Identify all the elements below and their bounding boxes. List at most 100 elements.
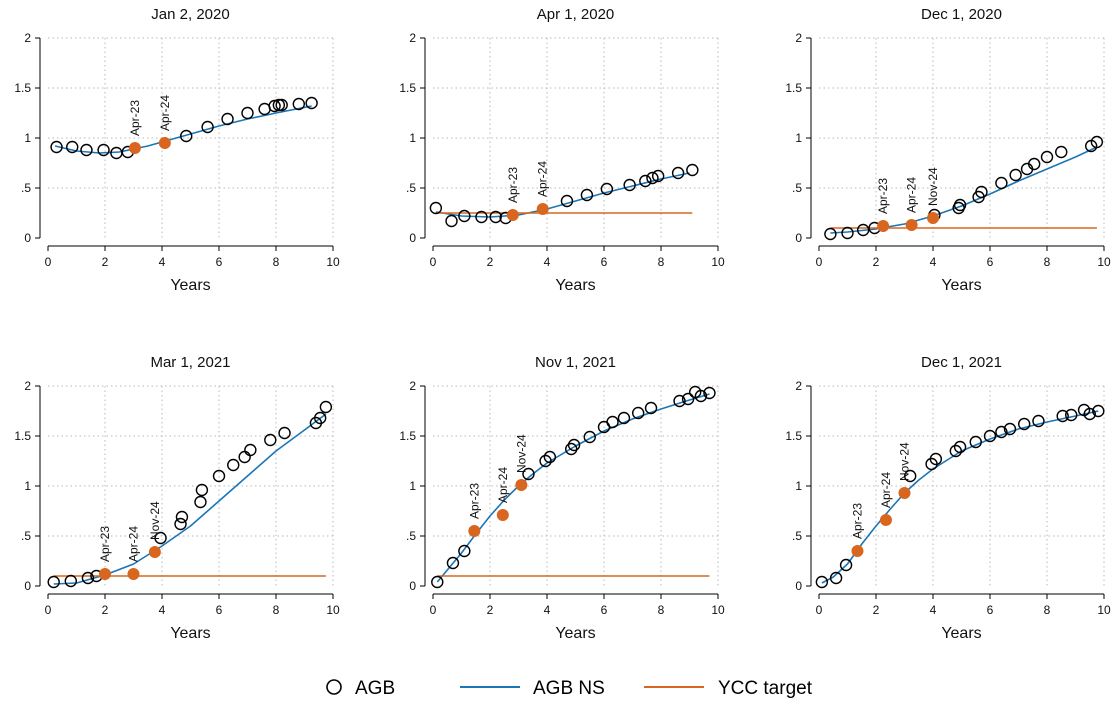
agb-point <box>238 450 251 464</box>
agb-ns-line <box>435 172 690 218</box>
agb-point <box>539 454 552 468</box>
panel-3: Dec 1, 2020 0 .5 1 1.5 2 0 2 4 6 8 10 Years Apr-23 Apr… <box>785 6 1111 294</box>
x-tick-label: 4 <box>159 255 166 269</box>
agb-point <box>1092 404 1105 418</box>
agb-point <box>64 574 78 588</box>
panel-title: Mar 1, 2021 <box>150 354 230 371</box>
agb-point <box>606 415 619 429</box>
agb-point <box>543 450 557 464</box>
y-tick-label: 0 <box>24 579 31 593</box>
ycc-dot <box>515 479 528 491</box>
x-tick-label: 2 <box>102 603 109 617</box>
agb-point <box>227 458 240 472</box>
agb-point <box>201 120 214 134</box>
x-tick-label: 10 <box>711 603 725 617</box>
annotation-label: Apr-23 <box>128 100 142 136</box>
ycc-dot <box>496 509 509 521</box>
agb-point <box>995 425 1008 439</box>
ycc-dot <box>536 203 549 215</box>
annotation-label: Apr-23 <box>876 178 890 214</box>
ycc-dot <box>898 487 911 499</box>
agb-point <box>681 392 695 406</box>
legend-agb-label: AGB <box>355 678 395 699</box>
annotation-label: Apr-23 <box>506 167 520 203</box>
x-axis-label: Years <box>555 277 595 294</box>
agb-point <box>180 129 193 143</box>
agb-point <box>174 517 187 531</box>
y-tick-label: 0 <box>409 579 416 593</box>
agb-point <box>522 467 535 481</box>
agb-point <box>565 442 578 456</box>
agb-point <box>983 429 997 443</box>
agb-point <box>221 112 234 126</box>
ycc-dot <box>927 212 939 224</box>
agb-point <box>975 185 988 199</box>
agb-point <box>305 96 318 110</box>
agb-point <box>815 575 829 589</box>
y-tick-label: 1.5 <box>14 429 31 443</box>
agb-point <box>904 469 917 483</box>
agb-point <box>97 143 110 157</box>
x-axis-label: Years <box>555 625 595 642</box>
x-tick-label: 8 <box>658 603 665 617</box>
agb-point <box>1055 145 1068 159</box>
agb-point <box>639 174 652 188</box>
x-tick-label: 8 <box>1044 603 1051 617</box>
agb-point <box>1017 417 1031 431</box>
y-tick-label: 1 <box>795 131 802 145</box>
y-tick-label: 2 <box>795 31 802 45</box>
ycc-dot <box>877 220 890 232</box>
panel-1: Jan 2, 2020 0 .5 1 1.5 2 0 2 4 6 8 10 Years Apr-23 Apr… <box>14 6 340 294</box>
agb-point <box>1090 135 1104 149</box>
legend-ycc-label: YCC target <box>718 678 813 699</box>
y-tick-label: 2 <box>24 31 31 45</box>
agb-point <box>458 544 471 558</box>
ycc-dot <box>158 137 171 149</box>
agb-ns-line <box>53 413 327 585</box>
agb-point <box>694 389 708 403</box>
agb-point <box>856 223 870 237</box>
x-tick-label: 4 <box>544 603 551 617</box>
agb-point <box>949 444 962 458</box>
agb-point <box>212 469 226 483</box>
agb-point <box>560 194 574 208</box>
x-tick-label: 0 <box>45 255 52 269</box>
x-tick-label: 6 <box>987 255 994 269</box>
agb-point <box>278 426 291 440</box>
panel-title: Dec 1, 2021 <box>921 354 1002 371</box>
x-tick-label: 2 <box>487 603 494 617</box>
annotation-label: Apr-24 <box>536 161 550 197</box>
y-tick-label: 1.5 <box>14 81 31 95</box>
x-tick-label: 10 <box>1097 603 1111 617</box>
agb-point <box>567 438 581 452</box>
agb-ns-line <box>54 105 312 154</box>
annotation-label: Nov-24 <box>148 501 162 540</box>
y-tick-label: 0 <box>409 231 416 245</box>
agb-point <box>651 169 665 183</box>
x-tick-label: 8 <box>1044 255 1051 269</box>
ycc-dot <box>506 209 519 221</box>
x-tick-label: 8 <box>273 603 280 617</box>
annotation-label: Apr-23 <box>98 526 112 562</box>
x-tick-label: 0 <box>816 255 823 269</box>
y-tick-label: 1.5 <box>399 429 416 443</box>
agb-point <box>673 394 686 408</box>
x-tick-label: 6 <box>601 603 608 617</box>
y-tick-label: .5 <box>406 529 416 543</box>
y-tick-label: .5 <box>406 181 416 195</box>
x-tick-label: 0 <box>816 603 823 617</box>
x-tick-label: 8 <box>658 255 665 269</box>
agb-point <box>195 483 209 497</box>
y-tick-label: 1 <box>409 131 416 145</box>
agb-point <box>600 182 614 196</box>
x-tick-label: 10 <box>1097 255 1111 269</box>
y-tick-label: 1 <box>24 131 31 145</box>
x-axis-label: Years <box>941 277 981 294</box>
annotation-label: Apr-24 <box>496 467 510 503</box>
ycc-dot <box>905 219 918 231</box>
agb-point <box>824 227 837 241</box>
x-tick-label: 0 <box>430 603 437 617</box>
x-tick-label: 10 <box>711 255 725 269</box>
